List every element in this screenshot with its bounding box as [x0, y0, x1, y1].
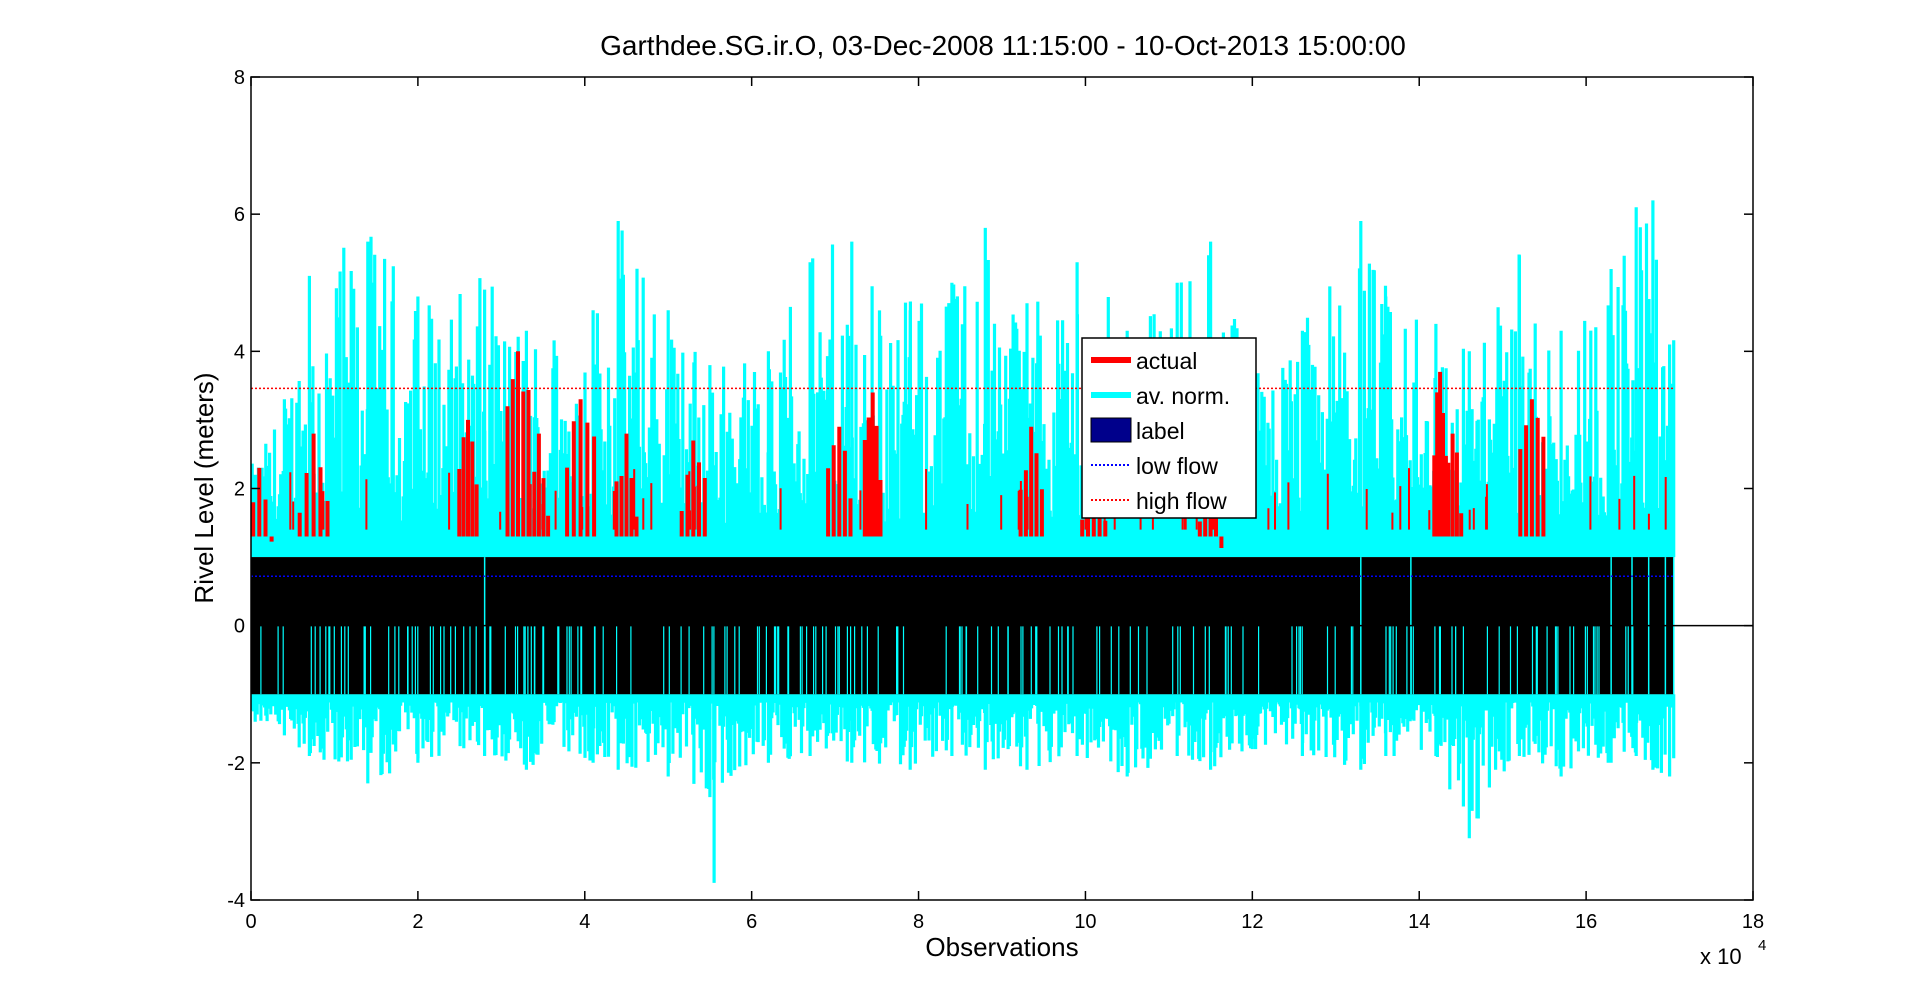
legend-item-label: label	[1090, 417, 1185, 444]
x-tick-label: 16	[1575, 911, 1597, 933]
x-tick-label: 4	[579, 911, 590, 933]
av-norm-lower-spikes	[251, 694, 1676, 883]
legend-item-av-norm: av. norm.	[1091, 383, 1230, 409]
legend-label-low-flow: low flow	[1136, 453, 1218, 479]
actual-peak	[1442, 433, 1464, 537]
actual-peak	[297, 433, 330, 537]
label-gap-lines	[260, 557, 1675, 695]
x-axis-label: Observations	[925, 932, 1078, 962]
x-tick-label: 0	[245, 911, 256, 933]
actual-peak	[565, 399, 597, 537]
axis-ticks: 0 2 4 6 8 10 12 14 16 18 -4 -2 0 2 4 6 8	[227, 67, 1764, 933]
actual-series	[251, 351, 1667, 548]
legend-item-high-flow: high flow	[1091, 488, 1227, 514]
y-tick-label: -4	[227, 890, 245, 912]
legend-item-low-flow: low flow	[1091, 453, 1218, 479]
x-tick-label: 12	[1241, 911, 1263, 933]
y-tick-label: -2	[227, 753, 245, 775]
y-tick-label: 2	[234, 479, 245, 501]
legend-label-av-norm: av. norm.	[1136, 383, 1230, 409]
x-exponent-label: x 10	[1700, 944, 1742, 969]
actual-peak	[1432, 371, 1448, 537]
x-tick-label: 6	[746, 911, 757, 933]
x-tick-label: 10	[1074, 911, 1096, 933]
y-axis-label: Rivel Level (meters)	[189, 372, 219, 603]
x-tick-label: 14	[1408, 911, 1430, 933]
actual-peak	[251, 467, 274, 542]
legend: actual av. norm. label low flow high flo…	[1081, 337, 1257, 519]
actual-peak	[679, 440, 707, 537]
x-exponent-power: 4	[1758, 937, 1766, 954]
x-tick-label: 2	[412, 911, 423, 933]
y-tick-label: 0	[234, 616, 245, 638]
actual-peak	[505, 351, 531, 537]
actual-peak	[614, 433, 639, 537]
actual-peak	[862, 392, 883, 537]
legend-label-high-flow: high flow	[1136, 488, 1227, 514]
chart-title: Garthdee.SG.ir.O, 03-Dec-2008 11:15:00 -…	[600, 30, 1406, 61]
legend-label-label: label	[1136, 418, 1185, 444]
legend-swatch-label	[1090, 417, 1132, 443]
legend-label-actual: actual	[1136, 348, 1197, 374]
y-tick-label: 8	[234, 67, 245, 89]
x-tick-label: 8	[913, 911, 924, 933]
legend-item-actual: actual	[1091, 348, 1197, 374]
x-tick-label: 18	[1742, 911, 1764, 933]
actual-peak	[457, 419, 479, 537]
y-tick-label: 4	[234, 341, 245, 363]
y-tick-label: 6	[234, 204, 245, 226]
actual-peak	[1518, 399, 1546, 537]
